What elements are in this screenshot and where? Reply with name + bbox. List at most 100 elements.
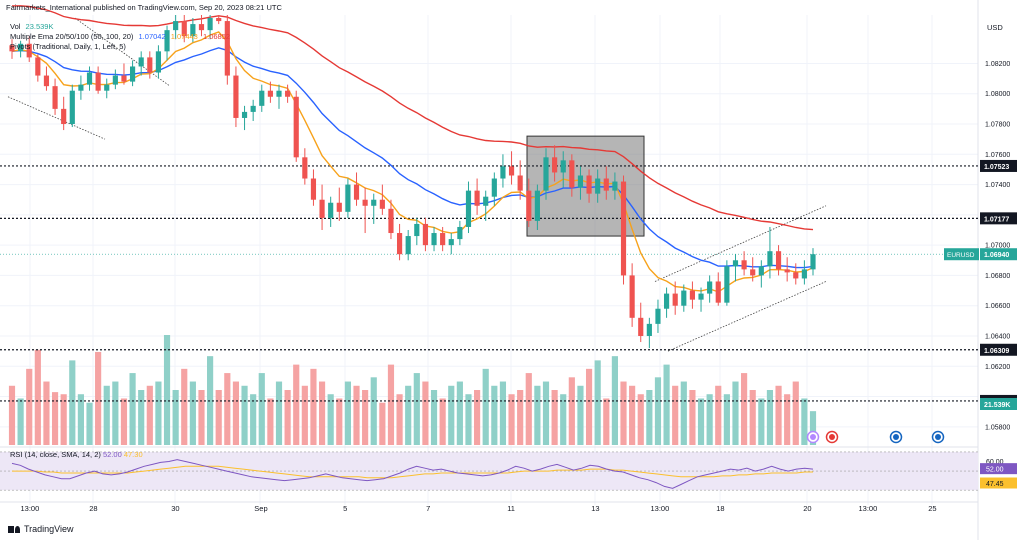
ema-100-line — [11, 5, 814, 231]
volume-bar — [120, 398, 128, 445]
candle-body — [52, 86, 58, 109]
candle-body — [18, 43, 24, 52]
x-axis-tick-label: 13:00 — [859, 504, 878, 513]
volume-bar — [17, 398, 24, 445]
volume-bar — [138, 390, 145, 445]
volume-bar — [766, 390, 774, 445]
volume-bar — [732, 381, 739, 445]
candle-body — [431, 233, 437, 246]
candle-body — [190, 24, 196, 37]
volume-bar — [310, 368, 317, 445]
candle-body — [491, 178, 497, 197]
volume-bar — [189, 381, 196, 445]
volume-legend[interactable]: Vol 23.539K — [10, 22, 56, 31]
candle-body — [612, 181, 618, 191]
rsi-value-label: 52.00 — [986, 467, 1004, 474]
volume-bar — [629, 385, 636, 445]
volume-bar — [34, 349, 41, 445]
last-volume-label: 21.539K — [984, 402, 1010, 409]
volume-bar — [784, 394, 791, 445]
candle-body — [233, 75, 239, 118]
volume-bar — [112, 381, 119, 445]
candle-body — [569, 160, 575, 188]
x-axis-tick-label: 11 — [507, 504, 515, 513]
y-axis-tick-label: 1.06800 — [985, 273, 1010, 280]
candle-body — [138, 57, 144, 67]
channel-upper-line — [654, 205, 827, 282]
candle-body — [543, 157, 549, 191]
volume-bar — [491, 385, 498, 445]
rsi-ma-line — [12, 465, 813, 479]
ema-legend-value-orange: 1.07443 — [170, 32, 198, 41]
candle-body — [560, 160, 566, 173]
candle-body — [371, 199, 377, 206]
candle-body — [672, 293, 678, 306]
candle-body — [353, 184, 360, 200]
event-marker-dot — [829, 434, 835, 440]
volume-bar — [336, 398, 343, 445]
volume-bar — [129, 373, 136, 445]
candle-body — [112, 75, 118, 85]
volume-bar — [577, 385, 584, 445]
ema-legend-value-red: 1.06852 — [202, 32, 231, 41]
rsi-ma-value-bg — [980, 477, 1017, 489]
volume-bar — [422, 381, 429, 445]
volume-bar — [181, 368, 188, 445]
volume-legend-value: 23.539K — [25, 22, 54, 31]
rsi-legend[interactable]: RSI (14, close, SMA, 14, 2) 52.00 47.30 — [10, 450, 143, 459]
candle-body — [95, 72, 101, 91]
volume-bar — [517, 390, 524, 445]
candle-body — [43, 75, 50, 87]
candle-body — [35, 57, 41, 76]
x-axis-tick-label: 13:00 — [651, 504, 670, 513]
volume-bar — [603, 398, 610, 445]
y-axis-tick-label: 1.07800 — [985, 122, 1010, 129]
ema-50-line — [11, 47, 814, 269]
volume-bar — [585, 368, 593, 445]
tradingview-brand: TradingView — [24, 524, 74, 534]
candle-body — [164, 30, 170, 52]
volume-bar — [362, 390, 369, 445]
volume-bar — [775, 385, 782, 445]
candle-body — [224, 21, 230, 76]
candle-body — [276, 90, 282, 97]
y-axis-tick-label: 1.07600 — [985, 152, 1010, 159]
volume-bar — [706, 394, 713, 445]
pivots-legend[interactable]: Pivots (Traditional, Daily, 1, Left, 5) — [10, 42, 129, 51]
volume-bar — [741, 373, 748, 445]
y-axis-tick-label: 1.07400 — [985, 182, 1010, 189]
candle-body — [69, 90, 75, 125]
candle-body — [198, 24, 205, 31]
ema-legend[interactable]: Multiple Ema 20/50/100 (50, 100, 20) 1.0… — [10, 32, 233, 41]
x-axis-tick-label: 25 — [928, 504, 936, 513]
candle-body — [405, 236, 411, 255]
rsi-ma-value-label: 47.45 — [986, 481, 1004, 488]
candle-body — [474, 190, 480, 206]
candle-body — [767, 251, 773, 267]
volume-bar — [680, 381, 687, 445]
candle-body — [758, 266, 764, 276]
candle-body — [26, 43, 32, 58]
last-price-bg — [980, 248, 1017, 261]
candle-body — [147, 57, 153, 73]
tradingview-footer[interactable]: TradingView — [8, 524, 74, 534]
volume-bar — [637, 394, 644, 445]
volume-bar — [499, 381, 507, 445]
level-label: 1.07177 — [984, 216, 1009, 223]
rsi-legend-ma-value: 47.30 — [123, 450, 143, 459]
x-axis-tick-label: 28 — [89, 504, 97, 513]
volume-bar — [344, 381, 351, 445]
candle-body — [784, 269, 790, 273]
candle-body — [603, 178, 609, 191]
rsi-line — [11, 459, 814, 489]
volume-bar — [646, 390, 653, 445]
pivots-legend-label: Pivots (Traditional, Daily, 1, Left, 5) — [10, 42, 126, 51]
candle-body — [310, 178, 317, 200]
candle-body — [78, 84, 84, 91]
symbol-tag-bg — [944, 248, 979, 261]
candle-body — [293, 96, 299, 158]
y-axis-tick-label: 1.06200 — [985, 364, 1010, 371]
candle-body — [259, 90, 265, 106]
volume-bar — [551, 390, 558, 445]
